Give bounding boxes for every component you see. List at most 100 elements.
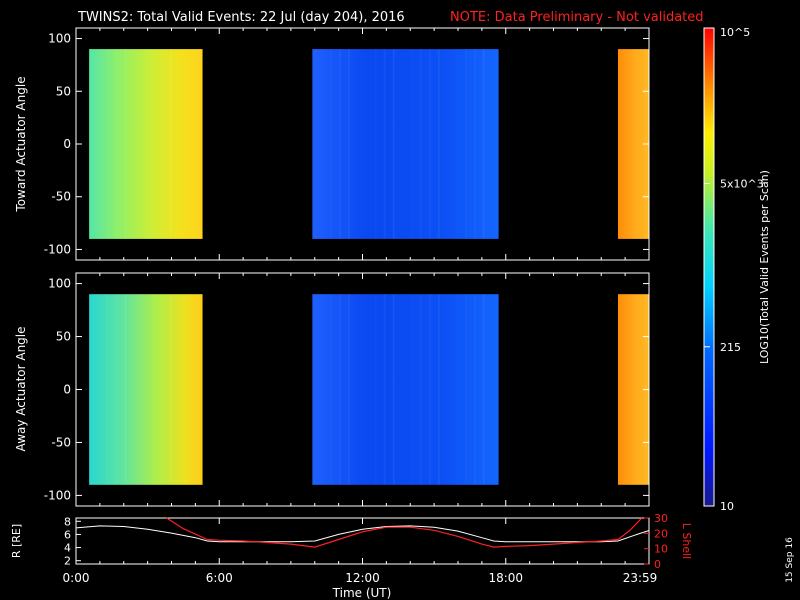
orbit-left-tick-label: 4 <box>64 542 71 555</box>
warning-note: NOTE: Data Preliminary - Not validated <box>450 10 704 25</box>
toward-ytick-label: 0 <box>63 137 71 151</box>
away-ytick-label: 50 <box>56 330 71 344</box>
away-stripe <box>89 294 90 485</box>
away-ytick-label: 100 <box>48 277 71 291</box>
toward-stripe <box>366 49 367 239</box>
panel-away: 100 50 0 -50 -100 Away Actuator Angle <box>14 272 650 507</box>
toward-stripe <box>161 49 163 239</box>
colorbar-tick-label: 5x10^3 <box>720 177 764 190</box>
toward-stripe <box>143 49 144 239</box>
away-stripe <box>429 294 431 485</box>
toward-stripe <box>188 49 189 239</box>
away-stripe <box>116 294 118 485</box>
away-stripe <box>152 294 154 485</box>
colorbar-tick-label: 215 <box>720 341 741 354</box>
panel-away-ylabel: Away Actuator Angle <box>14 326 28 451</box>
away-stripe <box>447 294 448 485</box>
orbit-xtick-label: 0:00 <box>63 571 90 585</box>
away-stripe <box>179 294 180 485</box>
toward-stripe <box>402 49 403 239</box>
away-data-block <box>89 294 203 485</box>
datestamp: 15 Sep 16 <box>785 537 795 583</box>
away-ytick-label: -100 <box>44 488 71 502</box>
toward-stripe <box>483 49 485 239</box>
away-stripe <box>125 294 127 485</box>
orbit-xtick-label: 6:00 <box>206 571 233 585</box>
lshell-series-line <box>166 517 643 548</box>
away-stripe <box>474 294 476 485</box>
away-stripe <box>483 294 485 485</box>
toward-stripe <box>152 49 154 239</box>
toward-stripe <box>474 49 476 239</box>
away-stripe <box>197 294 199 485</box>
away-stripe <box>635 294 637 485</box>
away-stripe <box>161 294 163 485</box>
toward-stripe <box>197 49 199 239</box>
away-stripe <box>618 294 619 485</box>
toward-stripe <box>107 49 109 239</box>
orbit-xlabel: Time (UT) <box>332 586 392 600</box>
away-stripe <box>312 294 313 485</box>
orbit-right-tick-label: 30 <box>654 512 668 525</box>
toward-stripe <box>357 49 358 239</box>
orbit-left-tick-label: 8 <box>64 515 71 528</box>
toward-ytick-label: 100 <box>48 32 71 46</box>
toward-data-block <box>312 49 499 239</box>
away-stripe <box>321 294 322 485</box>
toward-stripe <box>456 49 457 239</box>
orbit-ylabel-left: R [RE] <box>10 524 23 558</box>
toward-stripe <box>330 49 332 239</box>
away-stripe <box>339 294 341 485</box>
orbit-xtick-label: 18:00 <box>488 571 523 585</box>
away-stripe <box>420 294 422 485</box>
toward-stripe <box>429 49 431 239</box>
toward-stripe <box>321 49 322 239</box>
toward-stripe <box>89 49 90 239</box>
colorbar: 10^5 5x10^3 215 10 LOG10(Total Valid Events… <box>703 26 771 513</box>
toward-stripe <box>179 49 180 239</box>
away-stripe <box>107 294 109 485</box>
away-data-block <box>312 294 499 485</box>
away-stripe <box>357 294 358 485</box>
away-stripe <box>438 294 440 485</box>
away-stripe <box>402 294 403 485</box>
chart-title: TWINS2: Total Valid Events: 22 Jul (day … <box>77 10 405 25</box>
toward-stripe <box>411 49 412 239</box>
toward-stripe <box>98 49 99 239</box>
toward-stripe <box>170 49 172 239</box>
orbit-xtick-label: 12:00 <box>345 571 380 585</box>
away-stripe <box>348 294 350 485</box>
away-stripe <box>170 294 172 485</box>
toward-stripe <box>635 49 637 239</box>
toward-stripe <box>438 49 440 239</box>
colorbar-tick-label: 10 <box>720 500 734 513</box>
toward-stripe <box>447 49 448 239</box>
orbit-left-tick-label: 6 <box>64 528 71 541</box>
away-ytick-label: -50 <box>51 435 71 449</box>
orbit-xtick-label: 23:59 <box>623 571 658 585</box>
away-stripe <box>366 294 367 485</box>
away-ytick-label: 0 <box>63 383 71 397</box>
toward-stripe <box>116 49 118 239</box>
toward-stripe <box>618 49 619 239</box>
toward-stripe <box>492 49 493 239</box>
away-stripe <box>456 294 457 485</box>
away-stripe <box>134 294 135 485</box>
toward-stripe <box>312 49 313 239</box>
away-stripe <box>384 294 386 485</box>
toward-ytick-label: -100 <box>44 242 71 256</box>
toward-stripe <box>384 49 386 239</box>
colorbar-label: LOG10(Total Valid Events per Scan) <box>758 170 771 364</box>
away-stripe <box>393 294 395 485</box>
r-series-line <box>75 525 650 543</box>
away-stripe <box>188 294 189 485</box>
colorbar-tick-label: 10^5 <box>720 26 750 39</box>
toward-stripe <box>339 49 341 239</box>
orbit-right-tick-label: 10 <box>654 543 668 556</box>
away-stripe <box>465 294 467 485</box>
toward-stripe <box>134 49 135 239</box>
toward-stripe <box>465 49 467 239</box>
toward-stripe <box>420 49 422 239</box>
